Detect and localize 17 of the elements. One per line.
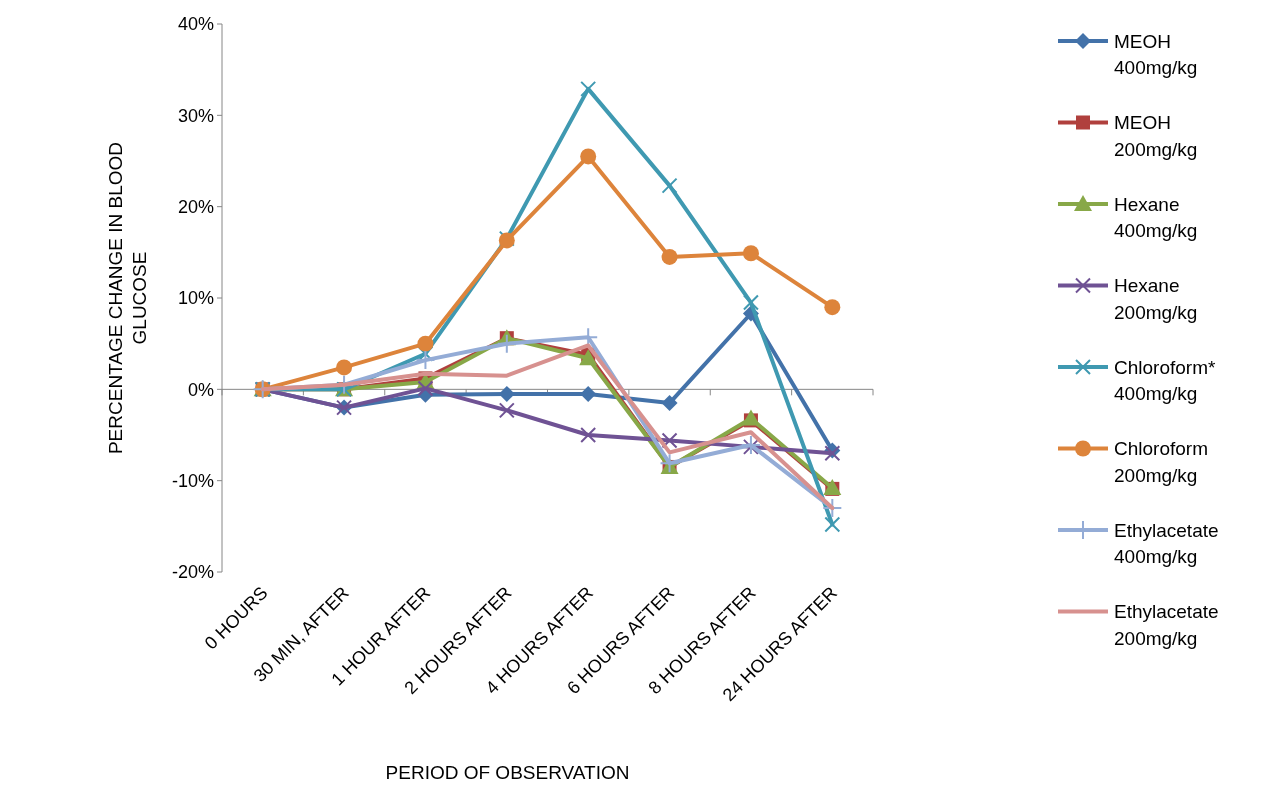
y-tick-label: 20%: [177, 196, 214, 217]
y-tick-label: -20%: [171, 562, 214, 583]
legend-label: Chloroform* 400mg/kg: [1114, 356, 1216, 405]
legend-label: Hexane 400mg/kg: [1114, 193, 1198, 242]
legend-label: Hexane 200mg/kg: [1114, 275, 1198, 323]
y-tick-label: 0%: [187, 379, 214, 400]
y-tick-label: 30%: [177, 105, 214, 126]
legend-label: Ethylacetate 400mg/kg: [1114, 519, 1219, 568]
y-tick-label: -10%: [171, 470, 214, 491]
x-axis-title: PERIOD OF OBSERVATION: [385, 762, 630, 783]
legend-label: Ethylacetate 200mg/kg: [1114, 601, 1219, 649]
y-tick-label: 10%: [177, 288, 214, 309]
y-axis-title: PERCENTAGE CHANGE IN BLOOD GLUCOSE: [105, 141, 150, 455]
legend-label: Chloroform 200mg/kg: [1114, 438, 1208, 486]
y-tick-label: 40%: [177, 14, 214, 35]
legend-label: MEOH 400mg/kg: [1114, 30, 1198, 79]
legend-label: MEOH 200mg/kg: [1114, 112, 1198, 160]
